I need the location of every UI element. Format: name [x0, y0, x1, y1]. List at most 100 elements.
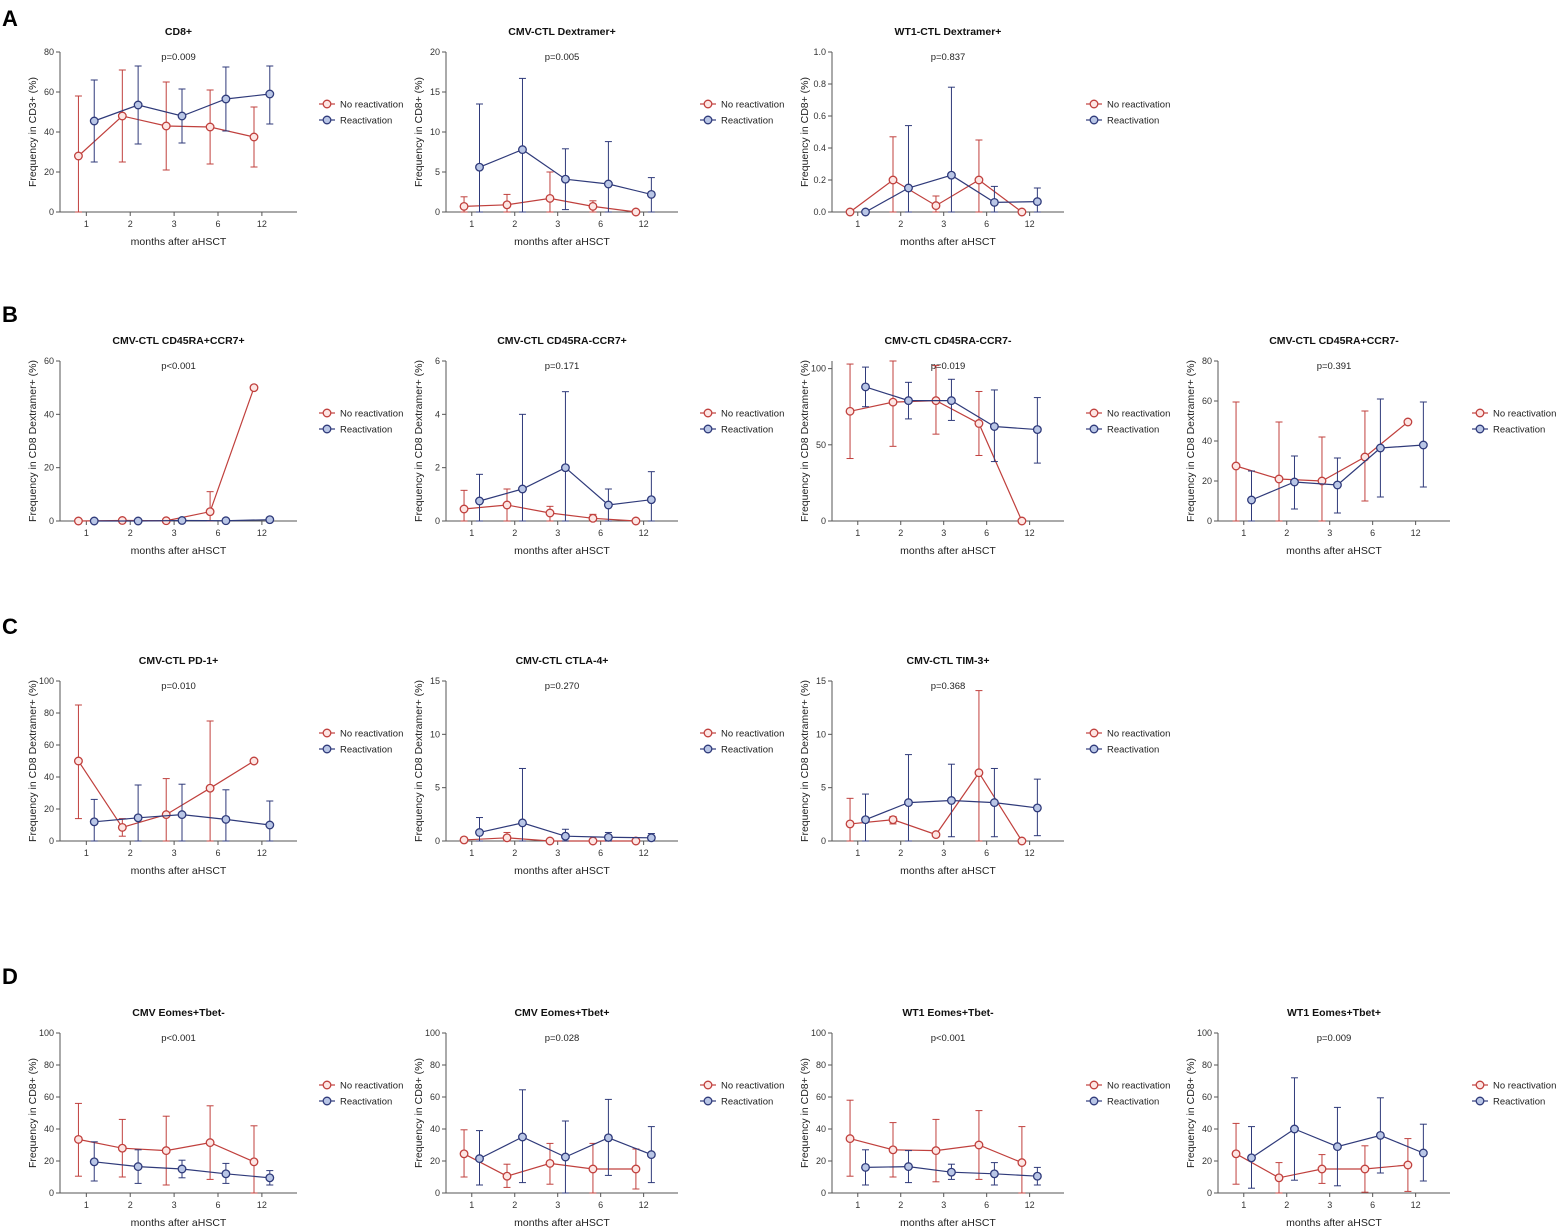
legend-marker: [1475, 1096, 1485, 1106]
data-point: [1032, 197, 1042, 207]
p-value: p=0.005: [545, 52, 580, 63]
y-tick-label: 20: [44, 167, 54, 177]
data-point: [974, 768, 984, 778]
data-point: [73, 756, 83, 766]
y-tick-label: 20: [44, 1156, 54, 1166]
legend-marker: [322, 115, 332, 125]
chart-title: CD8+: [165, 26, 192, 38]
x-tick-label: 1: [855, 528, 860, 538]
data-point: [249, 132, 259, 142]
legend-marker: [703, 408, 713, 418]
data-point: [221, 94, 231, 104]
legend-label: No reactivation: [721, 409, 784, 420]
x-tick-label: 2: [128, 528, 133, 538]
data-point: [631, 1164, 641, 1174]
y-tick-label: 0: [821, 1188, 826, 1198]
y-tick-label: 0: [1207, 1188, 1212, 1198]
data-point: [89, 116, 99, 126]
y-tick-label: 0: [435, 516, 440, 526]
x-tick-label: 12: [257, 1200, 267, 1210]
x-axis-label: months after aHSCT: [514, 865, 610, 877]
x-axis-label: months after aHSCT: [514, 545, 610, 557]
legend-label: No reactivation: [721, 729, 784, 740]
p-value: p=0.019: [931, 361, 966, 372]
y-tick-label: 10: [816, 729, 826, 739]
legend-label: Reactivation: [721, 1097, 773, 1108]
x-tick-label: 1: [469, 528, 474, 538]
legend-label: No reactivation: [721, 1081, 784, 1092]
x-tick-label: 2: [1284, 1200, 1289, 1210]
data-point: [249, 756, 259, 766]
legend-marker: [703, 1096, 713, 1106]
x-tick-label: 6: [598, 1200, 603, 1210]
x-tick-label: 1: [84, 219, 89, 229]
data-point: [161, 810, 171, 820]
legend-label: No reactivation: [1107, 729, 1170, 740]
y-tick-label: 40: [1202, 436, 1212, 446]
y-tick-label: 80: [44, 47, 54, 57]
legend-label: No reactivation: [721, 100, 784, 111]
p-value: p=0.009: [161, 52, 196, 63]
data-point: [631, 207, 641, 217]
data-point: [1403, 1160, 1413, 1170]
x-tick-label: 6: [1370, 1200, 1375, 1210]
data-point: [117, 1143, 127, 1153]
x-tick-label: 2: [512, 1200, 517, 1210]
y-tick-label: 80: [816, 1060, 826, 1070]
y-tick-label: 60: [1202, 396, 1212, 406]
x-tick-label: 3: [172, 1200, 177, 1210]
x-axis-label: months after aHSCT: [131, 545, 227, 557]
data-point: [1332, 480, 1342, 490]
data-point: [518, 818, 527, 828]
legend-label: Reactivation: [1107, 1097, 1159, 1108]
y-axis-label: Frequency in CD8 Dextramer+ (%): [27, 360, 39, 522]
x-tick-label: 12: [1025, 528, 1035, 538]
data-point: [161, 1146, 171, 1156]
p-value: p<0.001: [931, 1033, 966, 1044]
y-axis-label: Frequency in CD8+ (%): [27, 1058, 39, 1168]
data-point: [1231, 1149, 1241, 1159]
data-point: [177, 111, 187, 121]
x-axis-label: months after aHSCT: [514, 236, 610, 248]
legend-marker: [322, 744, 332, 754]
y-axis-label: Frequency in CD8+ (%): [413, 77, 425, 187]
y-tick-label: 100: [811, 1028, 826, 1038]
x-tick-label: 3: [941, 848, 946, 858]
x-tick-label: 1: [855, 1200, 860, 1210]
y-tick-label: 100: [39, 1028, 54, 1038]
data-point: [989, 1169, 999, 1179]
chart-title: CMV Eomes+Tbet+: [514, 1007, 609, 1019]
y-axis-label: Frequency in CD8 Dextramer+ (%): [27, 680, 39, 842]
data-point: [646, 833, 656, 843]
data-point: [646, 1150, 656, 1160]
chart-title: CMV-CTL Dextramer+: [508, 26, 615, 38]
legend-label: No reactivation: [340, 729, 403, 740]
data-point: [631, 836, 641, 846]
data-point: [221, 516, 231, 526]
chart-title: CMV-CTL CD45RA+CCR7-: [1269, 335, 1399, 347]
data-point: [133, 516, 143, 526]
data-point: [845, 819, 855, 829]
x-tick-label: 6: [984, 1200, 989, 1210]
panel-letter-b: B: [2, 302, 18, 327]
y-axis-label: Frequency in CD8+ (%): [799, 1058, 811, 1168]
y-tick-label: 15: [816, 676, 826, 686]
legend-marker: [703, 99, 713, 109]
p-value: p=0.391: [1317, 361, 1352, 372]
x-tick-label: 1: [1241, 1200, 1246, 1210]
data-point: [1017, 1158, 1027, 1168]
data-point: [904, 396, 913, 406]
legend-marker: [1475, 408, 1485, 418]
data-point: [459, 1149, 469, 1159]
data-point: [1290, 1124, 1299, 1134]
y-tick-label: 20: [44, 804, 54, 814]
x-tick-label: 1: [469, 219, 474, 229]
data-point: [845, 207, 855, 217]
data-point: [265, 1173, 275, 1183]
data-point: [631, 516, 641, 526]
chart-title: CMV-CTL CD45RA-CCR7+: [497, 335, 627, 347]
